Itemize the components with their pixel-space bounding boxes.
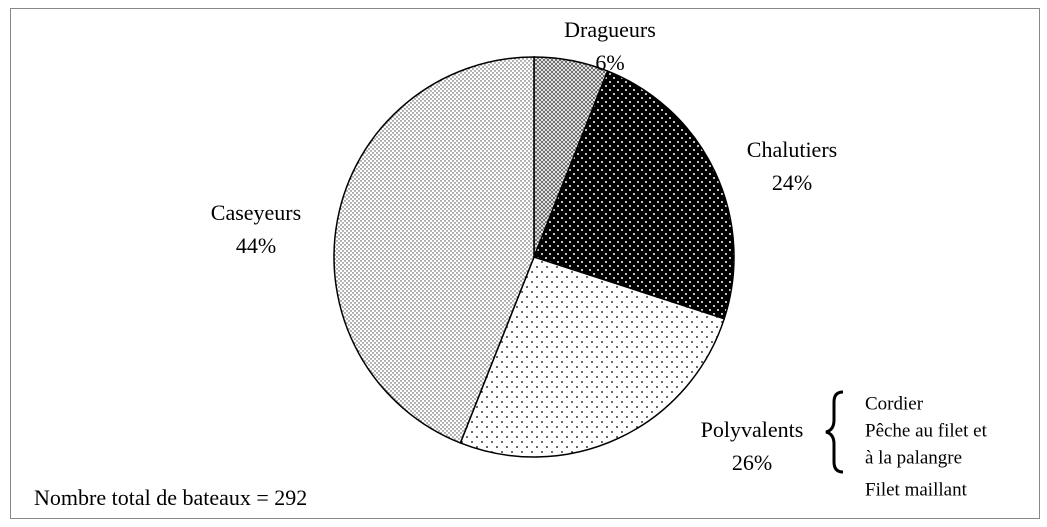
annotation: Nombre total de bateaux = 292 [34,485,307,510]
slice-value-label: 24% [772,170,812,195]
brace [825,390,844,474]
pie [333,56,735,458]
slice-value-label: 26% [732,450,772,475]
slice-label: Polyvalents [701,417,804,442]
slice-value-label: 6% [595,50,624,75]
note-line: Cordier [865,393,924,414]
note-line: Filet maillant [865,479,968,500]
pie-slice [533,70,735,320]
pie-slice [333,56,535,444]
chart-border [10,8,1040,519]
note-line: à la palangre [865,447,962,468]
pie-slice [459,256,726,458]
slice-label: Caseyeurs [211,200,301,225]
note-line: Pêche au filet et [865,420,988,441]
slice-label: Chalutiers [747,137,837,162]
slice-value-label: 44% [236,233,276,258]
slice-label: Dragueurs [564,17,656,42]
